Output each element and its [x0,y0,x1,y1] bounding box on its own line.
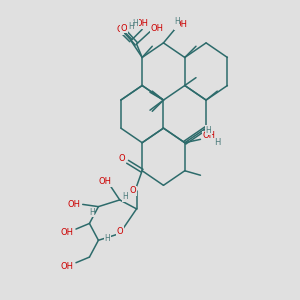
Text: H: H [133,19,138,28]
Text: OH: OH [175,20,188,29]
Text: O: O [116,227,123,236]
Text: OH: OH [99,178,112,187]
Text: H: H [122,192,128,201]
Text: H: H [174,17,180,26]
Text: O: O [130,186,136,195]
Text: H: H [214,138,220,147]
Text: OH: OH [61,228,74,237]
Text: OH: OH [150,24,163,33]
Text: H: H [206,126,211,135]
Text: OH: OH [61,262,74,271]
Text: O: O [121,24,128,33]
Text: H: H [89,208,94,217]
Text: O: O [116,25,123,34]
Text: OH: OH [67,200,80,209]
Text: O: O [118,154,125,163]
Text: H: H [104,233,110,242]
Text: OH: OH [203,131,216,140]
Text: H: H [128,22,134,31]
Text: OH: OH [136,19,148,28]
